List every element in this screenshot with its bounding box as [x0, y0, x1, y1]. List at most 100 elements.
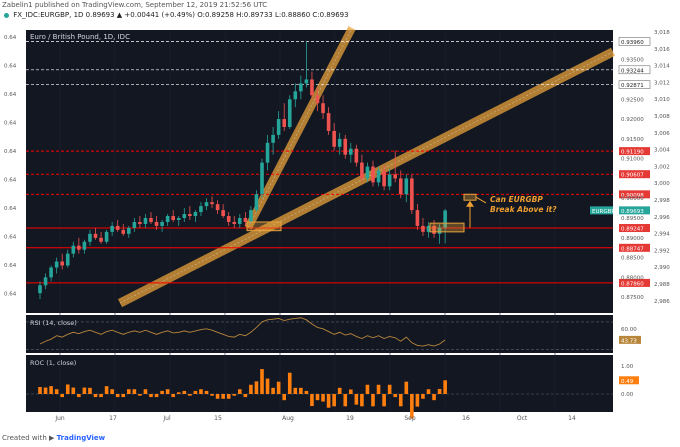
roc-bar [38, 387, 42, 394]
level-tag [619, 243, 650, 252]
annotation-arrowhead [466, 200, 474, 207]
candle-body [221, 210, 225, 217]
candle-body [393, 174, 397, 179]
candle-body [171, 216, 175, 220]
candle-body [71, 245, 76, 254]
footer-text: Created with [2, 434, 47, 442]
candle-body [376, 170, 381, 183]
roc-bar [437, 388, 442, 394]
candle-body [387, 174, 392, 187]
tradingview-logo-icon: ▶ [49, 434, 55, 442]
candle-body [165, 216, 170, 222]
level-tag [619, 190, 650, 199]
level-tag [618, 65, 651, 75]
roc-axis-tick: 0.00 [621, 392, 634, 398]
rsi-panel [26, 315, 613, 353]
roc-bar [310, 394, 314, 407]
roc-bar [138, 394, 142, 396]
candle-body [426, 225, 431, 232]
roc-bar [299, 387, 303, 394]
live-dot-icon [4, 12, 9, 18]
candle-body [437, 227, 442, 234]
level-label: 0.89247 [621, 227, 644, 233]
candle-body [343, 138, 348, 155]
footer-brand[interactable]: TradingView [56, 434, 106, 442]
candle-body [360, 162, 364, 179]
roc-bar [221, 394, 225, 399]
candle-body [143, 218, 148, 224]
candle-body [193, 212, 198, 217]
roc-bar [337, 387, 342, 394]
right-axis-tick: 3,014 [654, 64, 670, 70]
right-axis-tick: 2,990 [654, 265, 670, 271]
left-axis-tick: 0.64 [4, 121, 17, 127]
roc-bar [43, 387, 48, 394]
symbol-tag [590, 206, 613, 215]
trend-channel-center [247, 27, 353, 229]
roc-bar [382, 394, 386, 407]
left-axis-tick: 0.64 [4, 92, 17, 98]
roc-bar [210, 394, 214, 396]
candle-body [410, 178, 414, 211]
roc-bar [226, 394, 231, 399]
right-axis-tick: 2,992 [654, 248, 670, 254]
roc-bar [65, 384, 70, 394]
roc-bar [426, 389, 431, 394]
roc-bar [398, 394, 403, 407]
roc-bar [249, 384, 253, 394]
candle-body [315, 95, 320, 104]
roc-bar [387, 384, 392, 394]
ohlc-line: FX_IDC:EURGBP, 1D 0.89693 ▲ +0.00441 (+0… [2, 11, 349, 19]
right-axis-price: 0.91500 [621, 137, 644, 143]
right-axis-price: 0.90000 [621, 196, 644, 202]
roc-bar [276, 381, 281, 394]
candle-body [421, 225, 425, 232]
roc-bar [265, 378, 270, 394]
x-axis-tick: 15 [214, 415, 222, 422]
x-axis-tick: 17 [109, 415, 117, 422]
right-axis-price: 0.88000 [621, 275, 644, 281]
chart-area[interactable]: 0.93960 0.93244 0.92871 0.91190 0.90607 0.900… [0, 22, 680, 432]
candle-body [332, 130, 336, 147]
roc-bar [293, 387, 298, 394]
roc-bar [88, 387, 92, 394]
roc-bar [287, 372, 292, 394]
candle-body [99, 237, 103, 242]
candle-body [93, 233, 98, 238]
right-axis-price: 0.93500 [621, 58, 644, 64]
roc-bar [110, 389, 114, 394]
right-axis-tick: 2,986 [654, 299, 670, 305]
roc-bar [99, 394, 103, 398]
candle-body [415, 210, 420, 226]
rsi-last-tag [619, 335, 641, 344]
right-axis-tick: 2,988 [654, 282, 670, 288]
roc-bar [271, 387, 275, 394]
right-axis-tick: 3,006 [654, 131, 670, 137]
left-axis-tick: 0.64 [4, 64, 17, 70]
right-axis-price: 0.88500 [621, 256, 644, 262]
rsi-last-label: 43.73 [621, 338, 637, 344]
roc-bar [54, 389, 59, 394]
level-tag [619, 224, 650, 233]
candle-body [293, 91, 298, 100]
candle-body [365, 166, 370, 179]
roc-bar [171, 394, 175, 398]
roc-bar [376, 384, 381, 394]
roc-bar [243, 394, 248, 398]
candle-body [232, 221, 237, 224]
roc-bar [254, 381, 259, 394]
candle-body [138, 221, 142, 224]
right-axis-price: 0.87500 [621, 295, 644, 301]
x-axis-tick: Jul [162, 415, 171, 422]
rsi-title: RSI (14, close) [30, 319, 77, 327]
roc-bar [304, 390, 309, 394]
roc-bar [82, 387, 87, 394]
candle-body [77, 245, 81, 250]
right-axis-tick: 3,012 [654, 80, 670, 86]
level-label: 0.90607 [621, 173, 644, 179]
annotation-text-2: Break Above it? [490, 205, 557, 214]
roc-bar [349, 389, 353, 394]
